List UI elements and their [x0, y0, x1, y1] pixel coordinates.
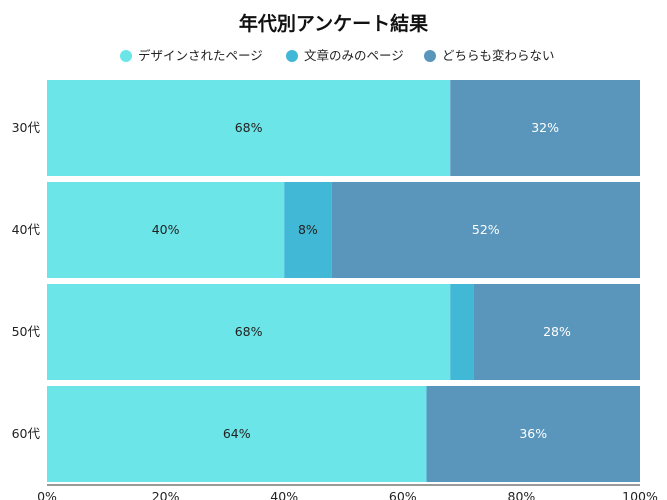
bar-0-0 [47, 80, 451, 176]
data-label-1-1: 8% [298, 222, 318, 237]
chart-title: 年代別アンケート結果 [239, 12, 428, 35]
bar-2-1 [450, 284, 474, 380]
legend-marker-1 [286, 50, 298, 62]
data-label-0-2: 32% [531, 120, 559, 135]
category-label-3: 60代 [12, 426, 41, 441]
data-label-1-2: 52% [472, 222, 500, 237]
data-label-3-2: 36% [519, 426, 547, 441]
x-tick-label-3: 60% [389, 489, 417, 500]
bar-0-2 [450, 80, 640, 176]
x-tick-label-0: 0% [37, 489, 57, 500]
x-tick-label-2: 40% [270, 489, 298, 500]
legend-label-2: どちらも変わらない [442, 48, 555, 63]
bar-1-1 [284, 182, 332, 278]
x-axis: 0% 20% 40% 60% 80% 100% [37, 484, 658, 500]
x-tick-label-5: 100% [622, 489, 658, 500]
x-tick-label-1: 20% [152, 489, 180, 500]
legend-marker-0 [120, 50, 132, 62]
legend-label-0: デザインされたページ [138, 48, 263, 63]
bar-3-2 [426, 386, 640, 482]
data-label-3-0: 64% [223, 426, 251, 441]
bar-3-0 [47, 386, 427, 482]
category-label-0: 30代 [12, 120, 41, 135]
bar-1-2 [331, 182, 640, 278]
data-label-2-0: 68% [235, 324, 263, 339]
plot-area: 30代 68% 32% 40代 40% 8% 52% 50代 68% 28% 60代 64% 36% [12, 80, 640, 482]
bar-2-0 [47, 284, 451, 380]
category-label-2: 50代 [12, 324, 41, 339]
data-label-1-0: 40% [152, 222, 180, 237]
data-label-2-2: 28% [543, 324, 571, 339]
x-tick-label-4: 80% [508, 489, 536, 500]
bar-2-2 [473, 284, 640, 380]
category-label-1: 40代 [12, 222, 41, 237]
data-label-0-0: 68% [235, 120, 263, 135]
legend-marker-2 [424, 50, 436, 62]
legend: デザインされたページ 文章のみのページ どちらも変わらない [120, 48, 555, 63]
legend-label-1: 文章のみのページ [304, 48, 404, 63]
bar-1-0 [47, 182, 285, 278]
